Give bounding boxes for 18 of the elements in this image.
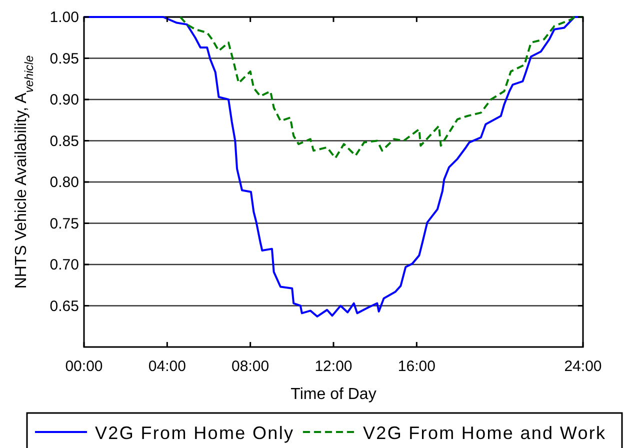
- legend-label: V2G From Home Only: [95, 423, 293, 443]
- y-tick-label: 0.85: [50, 132, 79, 150]
- x-tick-label: 16:00: [398, 358, 436, 375]
- x-tick-label: 08:00: [232, 358, 270, 375]
- line-series: [179, 16, 584, 160]
- x-tick-label: 00:00: [65, 358, 103, 375]
- y-tick-label: 0.80: [50, 174, 79, 191]
- y-tick-label: 0.90: [50, 92, 79, 108]
- x-axis-title: Time of Day: [290, 386, 376, 403]
- y-tick-label: 0.75: [50, 215, 79, 232]
- x-tick-label: 24:00: [564, 358, 602, 375]
- legend-label: V2G From Home and Work: [363, 423, 606, 443]
- y-tick-label: 0.95: [50, 50, 79, 68]
- y-tick-label: 1.00: [50, 9, 79, 26]
- y-tick-label: 0.65: [50, 298, 79, 315]
- x-tick-label: 12:00: [314, 358, 352, 375]
- x-tick-label: 04:00: [148, 358, 186, 375]
- y-tick-label: 0.70: [50, 256, 79, 274]
